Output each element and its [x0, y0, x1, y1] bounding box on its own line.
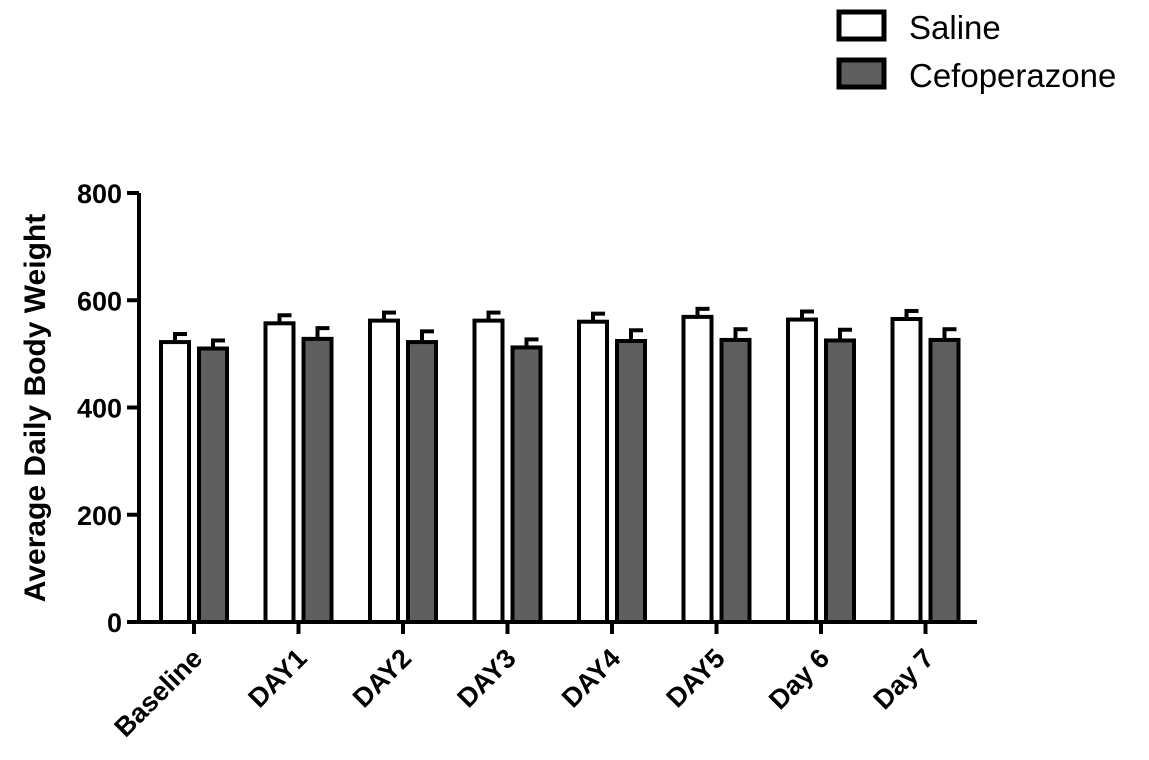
bar-cefoperazone: [719, 337, 752, 624]
legend: Saline Cefoperazone: [836, 9, 1116, 94]
bar-cefoperazone: [824, 338, 856, 624]
bar-cefoperazone: [197, 346, 229, 624]
bars: [159, 306, 961, 624]
y-tick-label: 800: [77, 179, 122, 209]
bar-cefoperazone: [406, 340, 438, 624]
legend-label-saline: Saline: [909, 9, 1001, 46]
bar-saline: [786, 317, 818, 624]
y-tick-label: 600: [77, 286, 122, 316]
y-axis: 0 200 400 600 800: [77, 179, 141, 638]
bar-cefoperazone: [301, 336, 334, 624]
x-tick-label: DAY1: [242, 643, 312, 713]
bar-saline: [472, 318, 505, 624]
bar-cefoperazone: [615, 339, 647, 624]
x-tick-label: DAY3: [451, 643, 521, 713]
bar-saline: [577, 319, 609, 624]
bar-saline: [890, 317, 923, 624]
x-tick-label: DAY2: [347, 643, 417, 713]
legend-swatch-saline: [836, 9, 887, 42]
y-tick-label: 400: [77, 394, 122, 424]
bar-saline: [681, 314, 714, 624]
y-tick-label: 0: [107, 608, 122, 638]
x-tick-label: DAY4: [556, 643, 626, 713]
legend-swatch-cefoperazone: [836, 57, 887, 90]
bar-saline: [368, 318, 400, 624]
x-axis: Baseline DAY1 DAY2 DAY3 DAY4 DAY5 Day 6 Day 7: [108, 620, 977, 743]
bar-saline: [159, 340, 191, 624]
x-tick-label: Baseline: [108, 643, 208, 743]
bar-cefoperazone: [928, 337, 961, 624]
bar-cefoperazone: [510, 345, 543, 624]
y-axis-title: Average Daily Body Weight: [19, 214, 52, 602]
x-tick-label: Day 7: [868, 643, 940, 715]
bar-saline: [263, 321, 296, 624]
x-tick-label: DAY5: [660, 643, 730, 713]
x-tick-label: Day 6: [763, 643, 835, 715]
legend-label-cefoperazone: Cefoperazone: [909, 57, 1116, 94]
y-tick-label: 200: [77, 501, 122, 531]
